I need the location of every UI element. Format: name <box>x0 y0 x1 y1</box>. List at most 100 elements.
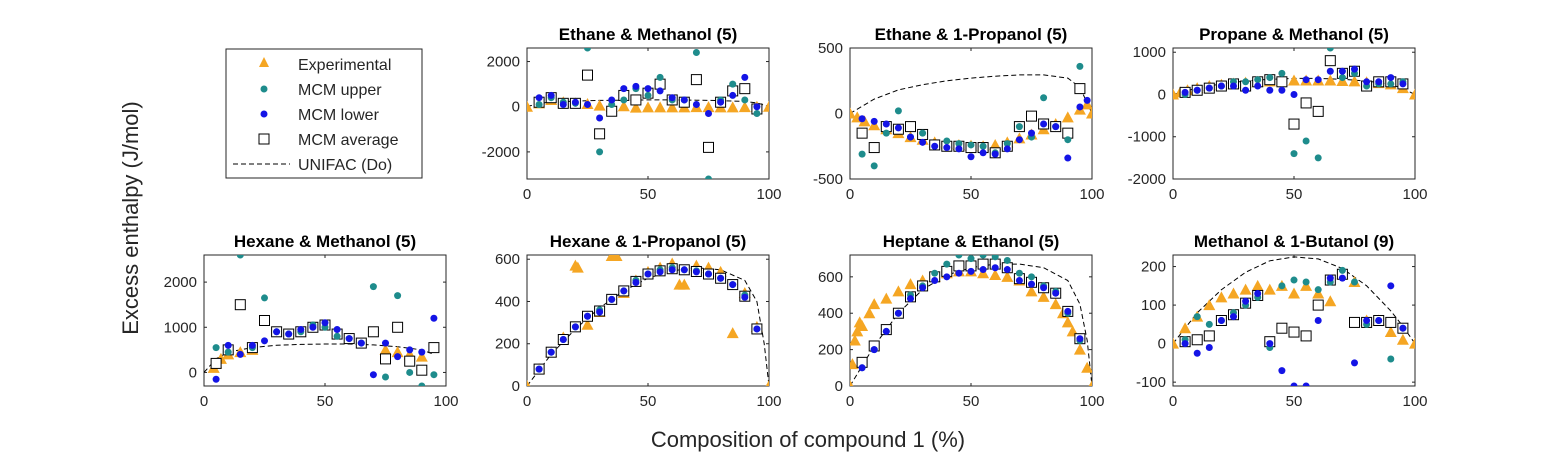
legend-box <box>225 48 423 179</box>
plot-marks <box>850 62 1092 170</box>
legend-label-mcm-upper: MCM upper <box>298 82 382 99</box>
mcm-average-point <box>1276 322 1288 334</box>
mcm-lower-point <box>882 120 890 128</box>
mcm-average-point <box>1191 334 1203 346</box>
mcm-lower-point <box>1015 136 1023 144</box>
experimental-point <box>726 101 739 113</box>
mcm-lower-point <box>1015 276 1023 284</box>
mcm-lower-point <box>907 295 914 303</box>
subplot-title: Ethane & 1-Propanol (5) <box>875 25 1068 44</box>
mcm-upper-point <box>1387 355 1395 363</box>
mcm-lower-point <box>309 323 317 331</box>
mcm-upper-point <box>943 260 951 268</box>
mcm-upper-point <box>369 283 377 291</box>
x-tick-label: 100 <box>756 186 781 203</box>
mcm-lower-point <box>955 145 963 153</box>
experimental-point <box>1324 74 1337 86</box>
mcm-average-point <box>594 128 606 140</box>
mcm-lower-point <box>644 85 652 93</box>
y-tick-label: -500 <box>813 171 843 188</box>
mcm-lower-point <box>894 124 902 132</box>
mcm-average-point <box>404 355 416 367</box>
legend-label-unifac: UNIFAC (Do) <box>298 157 392 174</box>
mcm-upper-point <box>1266 74 1274 82</box>
mcm-upper-point <box>212 344 220 352</box>
mcm-lower-point <box>1028 280 1035 288</box>
mcm-average-point <box>630 94 642 106</box>
x-tick-label: 0 <box>846 393 854 410</box>
mcm-upper-point <box>1326 48 1334 52</box>
mcm-lower-point <box>931 142 939 150</box>
mcm-average-point <box>905 121 916 133</box>
mcm-lower-point <box>1290 90 1298 98</box>
mcm-lower-point <box>1351 359 1358 367</box>
experimental-point <box>678 278 691 290</box>
mcm-upper-point <box>894 107 902 115</box>
plot-marks <box>527 255 769 386</box>
x-tick-label: 100 <box>1402 393 1427 410</box>
square-marker-icon <box>258 133 270 145</box>
y-tick-label: 400 <box>495 293 520 310</box>
mcm-upper-point <box>858 150 866 158</box>
mcm-lower-point <box>1302 382 1310 386</box>
legend-item-experimental: Experimental <box>259 57 391 74</box>
y-tick-label: 100 <box>1141 297 1166 314</box>
plot-marks <box>1173 48 1415 162</box>
mcm-lower-point <box>1040 120 1048 128</box>
mcm-lower-point <box>680 266 688 274</box>
mcm-lower-point <box>656 87 664 95</box>
y-tick-label: 0 <box>835 106 843 123</box>
mcm-lower-point <box>285 330 293 338</box>
mcm-lower-point <box>1363 317 1371 324</box>
mcm-lower-point <box>1217 317 1225 324</box>
experimental-point <box>571 261 584 273</box>
mcm-average-point <box>739 83 751 95</box>
y-tick-label: 600 <box>495 251 520 268</box>
experimental-point <box>892 285 905 297</box>
experimental-point <box>1263 283 1276 295</box>
mcm-average-point <box>856 127 868 139</box>
experimental-point <box>1203 299 1216 311</box>
mcm-upper-point <box>955 255 963 259</box>
mcm-upper-point <box>1278 282 1286 290</box>
mcm-upper-point <box>236 255 244 259</box>
mcm-lower-point <box>620 287 628 295</box>
experimental-point <box>765 380 769 386</box>
legend-item-mcm-average: MCM average <box>258 132 399 149</box>
x-tick-label: 50 <box>640 393 657 410</box>
mcm-lower-point <box>1254 82 1262 90</box>
mcm-lower-point <box>1314 317 1322 324</box>
mcm-lower-point <box>1338 67 1346 75</box>
mcm-lower-point <box>273 328 281 336</box>
mcm-lower-point <box>261 337 268 345</box>
y-tick-label: 2000 <box>164 274 197 291</box>
mcm-lower-point <box>943 273 951 281</box>
y-tick-label: 1000 <box>1133 44 1166 61</box>
mcm-lower-point <box>1040 284 1048 292</box>
mcm-lower-point <box>979 149 987 157</box>
mcm-lower-point <box>584 100 591 108</box>
mcm-lower-point <box>1351 65 1358 73</box>
x-tick-label: 100 <box>433 393 458 410</box>
experimental-point <box>989 138 1002 150</box>
mcm-lower-point <box>357 339 365 347</box>
mcm-upper-point <box>596 148 604 156</box>
mcm-lower-point <box>955 269 963 277</box>
mcm-lower-point <box>692 268 700 276</box>
mcm-upper-point <box>1302 137 1310 145</box>
mcm-upper-point <box>1193 313 1201 321</box>
mcm-lower-point <box>236 350 244 358</box>
experimental-point <box>989 269 1002 281</box>
mcm-lower-point <box>919 138 927 146</box>
mcm-upper-point <box>979 255 987 259</box>
experimental-point <box>527 380 531 386</box>
mcm-lower-point <box>1387 74 1395 82</box>
mcm-lower-point <box>418 348 426 356</box>
mcm-lower-point <box>1278 86 1286 94</box>
mcm-upper-point <box>955 140 963 148</box>
mcm-upper-point <box>1387 80 1395 88</box>
mcm-average-point <box>953 260 965 272</box>
mcm-upper-point <box>1351 278 1358 286</box>
